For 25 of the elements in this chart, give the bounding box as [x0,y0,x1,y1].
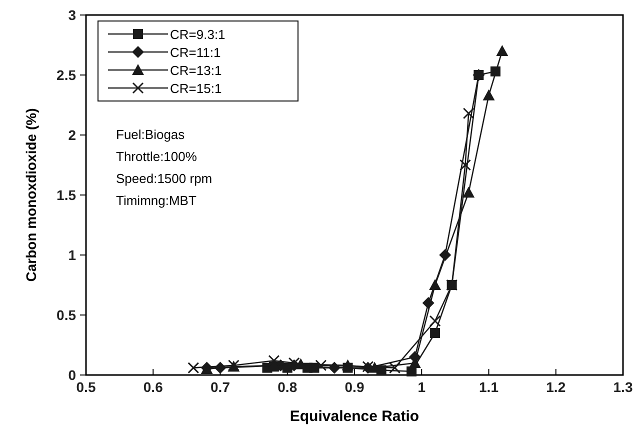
annotation: Throttle:100% [116,149,198,164]
y-tick-label: 1.5 [56,187,76,203]
legend-label: CR=15:1 [170,81,222,96]
x-tick-label: 1.2 [546,379,566,395]
x-axis-title: Equivalence Ratio [290,408,420,425]
x-tick-label: 1.1 [479,379,499,395]
x-tick-label: 0.9 [344,379,364,395]
y-tick-label: 2 [68,127,76,143]
legend-label: CR=9.3:1 [170,27,226,42]
y-tick-label: 3 [68,7,76,23]
legend-label: CR=11:1 [170,45,221,60]
x-tick-label: 0.7 [210,379,230,395]
y-tick-label: 2.5 [56,67,76,83]
annotation: Timimng:MBT [116,193,196,208]
y-tick-label: 1 [68,247,76,263]
x-tick-label: 0.6 [143,379,164,395]
x-tick-label: 0.8 [278,379,298,395]
annotation: Fuel:Biogas [116,127,186,142]
legend-label: CR=13:1 [170,63,222,78]
y-tick-label: 0 [68,367,76,383]
y-tick-label: 0.5 [56,307,76,323]
annotation: Speed:1500 rpm [116,171,212,186]
x-tick-label: 1 [418,379,426,395]
y-axis-title: Carbon monoxdioxide (%) [23,108,39,282]
x-tick-label: 1.3 [613,379,633,395]
